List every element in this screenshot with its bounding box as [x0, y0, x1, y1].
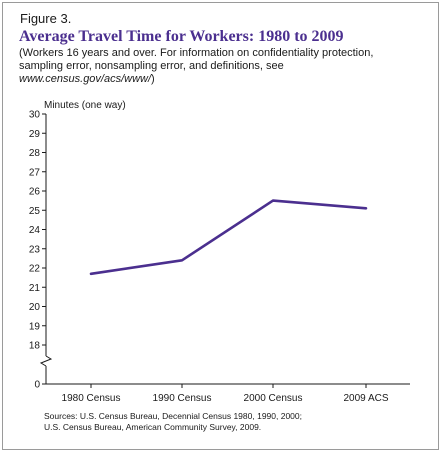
y-tick-label: 21 [29, 283, 41, 294]
x-tick-label: 1980 Census [62, 393, 121, 404]
x-tick-label: 2000 Census [244, 393, 303, 404]
subtitle-link[interactable]: www.census.gov/acs/www/ [19, 73, 152, 85]
x-tick-label: 1990 Census [153, 393, 212, 404]
y-tick-label: 22 [29, 264, 41, 275]
y-tick-label: 30 [29, 110, 41, 121]
x-tick-label: 2009 ACS [343, 393, 388, 404]
chart-title: Average Travel Time for Workers: 1980 to… [19, 28, 344, 45]
y-axis-label: Minutes (one way) [44, 100, 126, 111]
sources-line-2: U.S. Census Bureau, American Community S… [44, 422, 262, 432]
y-tick-label: 26 [29, 187, 41, 198]
y-tick-label: 25 [29, 206, 41, 217]
series-line [89, 199, 368, 276]
chart-subtitle: (Workers 16 years and over. For informat… [19, 47, 379, 86]
axes [39, 114, 410, 385]
x-ticks: 1980 Census 1990 Census 2000 Census 2009 AC… [62, 384, 389, 404]
subtitle-text: (Workers 16 years and over. For informat… [19, 47, 374, 72]
y-tick-label: 19 [29, 321, 41, 332]
sources-note: Sources: U.S. Census Bureau, Decennial C… [44, 411, 302, 433]
y-tick-label: 28 [29, 148, 41, 159]
figure-label: Figure 3. [20, 11, 72, 26]
y-tick-label: 23 [29, 244, 41, 255]
y-tick-label: 27 [29, 167, 41, 178]
axis-break-icon [39, 355, 53, 367]
y-tick-label: 24 [29, 225, 41, 236]
y-tick-label: 29 [29, 129, 41, 140]
sources-line-1: Sources: U.S. Census Bureau, Decennial C… [44, 411, 302, 421]
series-layer [89, 199, 368, 276]
y-tick-label: 0 [34, 380, 40, 391]
subtitle-close: ) [151, 73, 155, 85]
y-tick-label: 18 [29, 341, 41, 352]
y-tick-label: 20 [29, 302, 41, 313]
y-ticks: 18 19 20 21 22 23 24 25 26 27 28 29 30 0 [29, 110, 46, 391]
